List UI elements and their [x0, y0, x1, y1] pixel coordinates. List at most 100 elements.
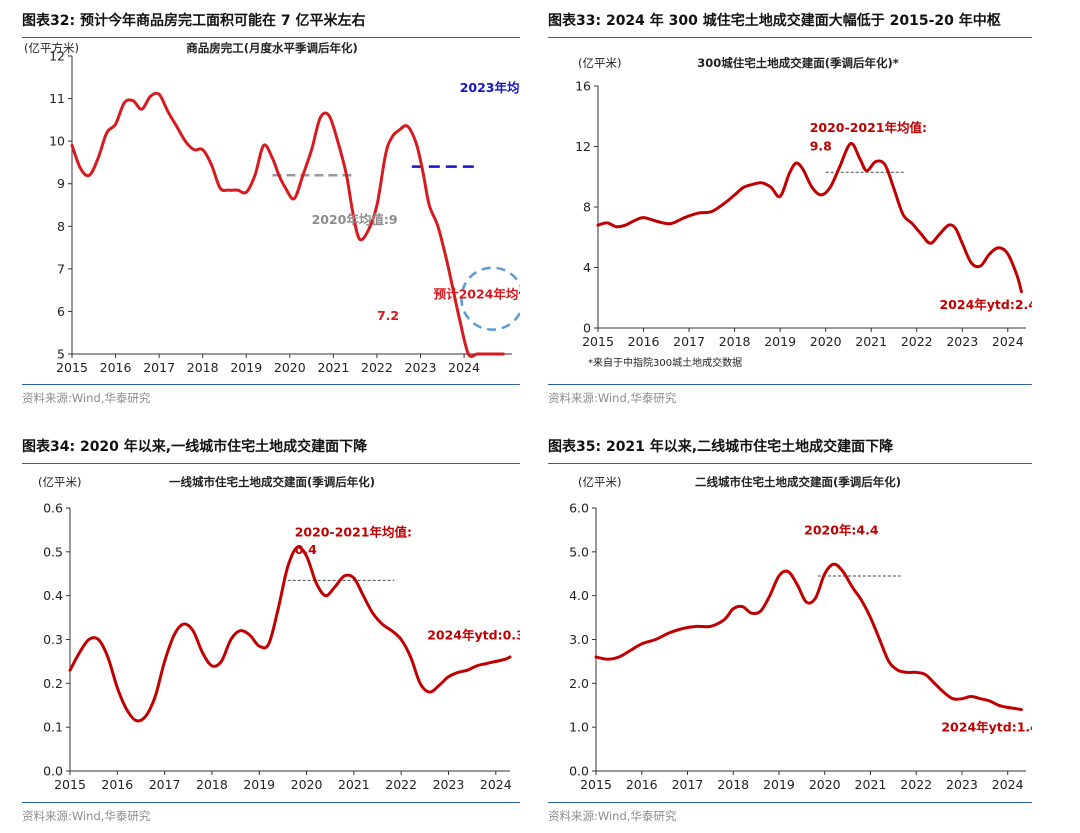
annotation-label: 2020年:4.4 — [804, 522, 879, 537]
source-note: 资料来源:Wind,华泰研究 — [22, 384, 520, 406]
y-tick-label: 0.2 — [43, 676, 63, 691]
x-tick-label: 2019 — [763, 777, 795, 792]
y-tick-label: 0.3 — [43, 632, 63, 647]
panel-title: 图表35: 2021 年以来,二线城市住宅土地成交建面下降 — [548, 436, 1032, 464]
y-tick-label: 0 — [583, 321, 591, 336]
y-tick-label: 0.4 — [43, 588, 63, 603]
series-line — [594, 562, 1023, 712]
y-tick-label: 8 — [57, 219, 65, 234]
y-tick-label: 0.6 — [43, 501, 63, 516]
y-tick-label: 16 — [575, 79, 591, 94]
y-tick-label: 9 — [57, 176, 65, 191]
land-300-chart: (亿平米) 300城住宅土地成交建面(季调后年化)* *来自于中指院300城土地成交… — [575, 56, 1032, 369]
x-tick-label: 2021 — [317, 360, 349, 375]
y-tick-label: 0.1 — [43, 720, 63, 735]
x-tick-label: 2020 — [809, 777, 841, 792]
y-tick-label: 11 — [49, 91, 65, 106]
x-tick-label: 2019 — [230, 360, 262, 375]
x-tick-label: 2016 — [628, 334, 660, 349]
annotation-label: 2020年均值:9 — [312, 212, 398, 227]
x-tick-label: 2024 — [448, 360, 480, 375]
x-tick-label: 2015 — [54, 777, 86, 792]
x-tick-label: 2016 — [101, 777, 133, 792]
x-tick-label: 2024 — [992, 777, 1024, 792]
x-tick-label: 2022 — [901, 334, 933, 349]
x-tick-label: 2020 — [291, 777, 323, 792]
chart-title: 一线城市住宅土地成交建面(季调后年化) — [169, 475, 375, 489]
annotation-label: 9.8 — [810, 138, 832, 153]
panel-title: 图表34: 2020 年以来,一线城市住宅土地成交建面下降 — [22, 436, 520, 464]
panel-title: 图表32: 预计今年商品房完工面积可能在 7 亿平米左右 — [22, 10, 520, 38]
y-tick-label: 8 — [583, 200, 591, 215]
x-tick-label: 2022 — [900, 777, 932, 792]
annotation-label: 2024年ytd:2.4 — [939, 297, 1032, 312]
series-line — [68, 545, 512, 723]
annotation-label: 0.4 — [295, 542, 317, 557]
x-tick-label: 2015 — [580, 777, 612, 792]
y-unit-label: (亿平米) — [578, 475, 621, 489]
x-tick-label: 2021 — [338, 777, 370, 792]
y-tick-label: 1.0 — [569, 720, 589, 735]
y-tick-label: 4.0 — [569, 588, 589, 603]
x-tick-label: 2018 — [719, 334, 751, 349]
y-tick-label: 5 — [57, 347, 65, 362]
x-tick-label: 2019 — [764, 334, 796, 349]
y-tick-label: 5.0 — [569, 544, 589, 559]
panel-33: 图表33: 2024 年 300 城住宅土地成交建面大幅低于 2015-20 年… — [548, 10, 1032, 410]
annotation-label: 2020-2021年均值: — [810, 120, 927, 135]
x-tick-label: 2023 — [946, 777, 978, 792]
x-tick-label: 2018 — [187, 360, 219, 375]
panel-32: 图表32: 预计今年商品房完工面积可能在 7 亿平米左右 (亿平方米) 商品房完工… — [22, 10, 520, 410]
annotation-label: 预计2024年均值: — [434, 287, 520, 302]
y-tick-label: 12 — [49, 49, 65, 64]
x-tick-label: 2023 — [946, 334, 978, 349]
series-line — [70, 91, 505, 358]
source-note: 资料来源:Wind,华泰研究 — [548, 384, 1032, 406]
y-tick-label: 0.5 — [43, 544, 63, 559]
x-tick-label: 2024 — [480, 777, 512, 792]
x-tick-label: 2016 — [626, 777, 658, 792]
y-tick-label: 0.0 — [43, 764, 63, 779]
x-tick-label: 2017 — [149, 777, 181, 792]
tier1-land-chart: (亿平米) 一线城市住宅土地成交建面(季调后年化) 0.0 0.1 0.2 0.3 0.4 0… — [38, 475, 520, 792]
panel-34: 图表34: 2020 年以来,一线城市住宅土地成交建面下降 (亿平米) 一线城市住… — [22, 436, 520, 830]
annotation-label: 2024年ytd:0.3 — [427, 628, 520, 643]
y-tick-label: 3.0 — [569, 632, 589, 647]
x-tick-label: 2017 — [143, 360, 175, 375]
x-tick-label: 2022 — [385, 777, 417, 792]
panel-title: 图表33: 2024 年 300 城住宅土地成交建面大幅低于 2015-20 年… — [548, 10, 1032, 38]
x-tick-label: 2017 — [673, 334, 705, 349]
source-note: 资料来源:Wind,华泰研究 — [22, 802, 520, 824]
x-tick-label: 2024 — [992, 334, 1024, 349]
chart-title: 二线城市住宅土地成交建面(季调后年化) — [695, 475, 901, 489]
annotation-label: 7.2 — [377, 308, 399, 323]
x-tick-label: 2020 — [274, 360, 306, 375]
chart-title: 300城住宅土地成交建面(季调后年化)* — [697, 56, 899, 70]
source-note: 资料来源:Wind,华泰研究 — [548, 802, 1032, 824]
y-tick-label: 2.0 — [569, 676, 589, 691]
y-tick-label: 7 — [57, 261, 65, 276]
x-tick-label: 2017 — [672, 777, 704, 792]
y-tick-label: 6 — [57, 304, 65, 319]
highlight-circle — [460, 266, 520, 331]
chart-title: 商品房完工(月度水平季调后年化) — [186, 41, 358, 55]
x-tick-label: 2023 — [433, 777, 465, 792]
y-tick-label: 0.0 — [569, 764, 589, 779]
x-tick-label: 2015 — [56, 360, 88, 375]
panel-35: 图表35: 2021 年以来,二线城市住宅土地成交建面下降 (亿平米) 二线城市住… — [548, 436, 1032, 830]
y-tick-label: 6.0 — [569, 501, 589, 516]
annotation-label: 2024年ytd:1.4 — [941, 720, 1032, 735]
annotation-label: 2023年均值:10 — [460, 80, 520, 95]
y-tick-label: 12 — [575, 139, 591, 154]
x-tick-label: 2021 — [855, 334, 887, 349]
x-tick-label: 2018 — [196, 777, 228, 792]
y-unit-label: (亿平方米) — [24, 41, 79, 55]
completion-chart: (亿平方米) 商品房完工(月度水平季调后年化) 5 6 7 8 9 10 11 12 2015 201… — [24, 41, 520, 375]
x-tick-label: 2015 — [582, 334, 614, 349]
y-tick-label: 10 — [49, 134, 65, 149]
chart-footnote: *来自于中指院300城土地成交数据 — [588, 356, 742, 369]
x-tick-label: 2021 — [855, 777, 887, 792]
x-tick-label: 2022 — [361, 360, 393, 375]
y-tick-label: 4 — [583, 260, 591, 275]
x-tick-label: 2020 — [810, 334, 842, 349]
